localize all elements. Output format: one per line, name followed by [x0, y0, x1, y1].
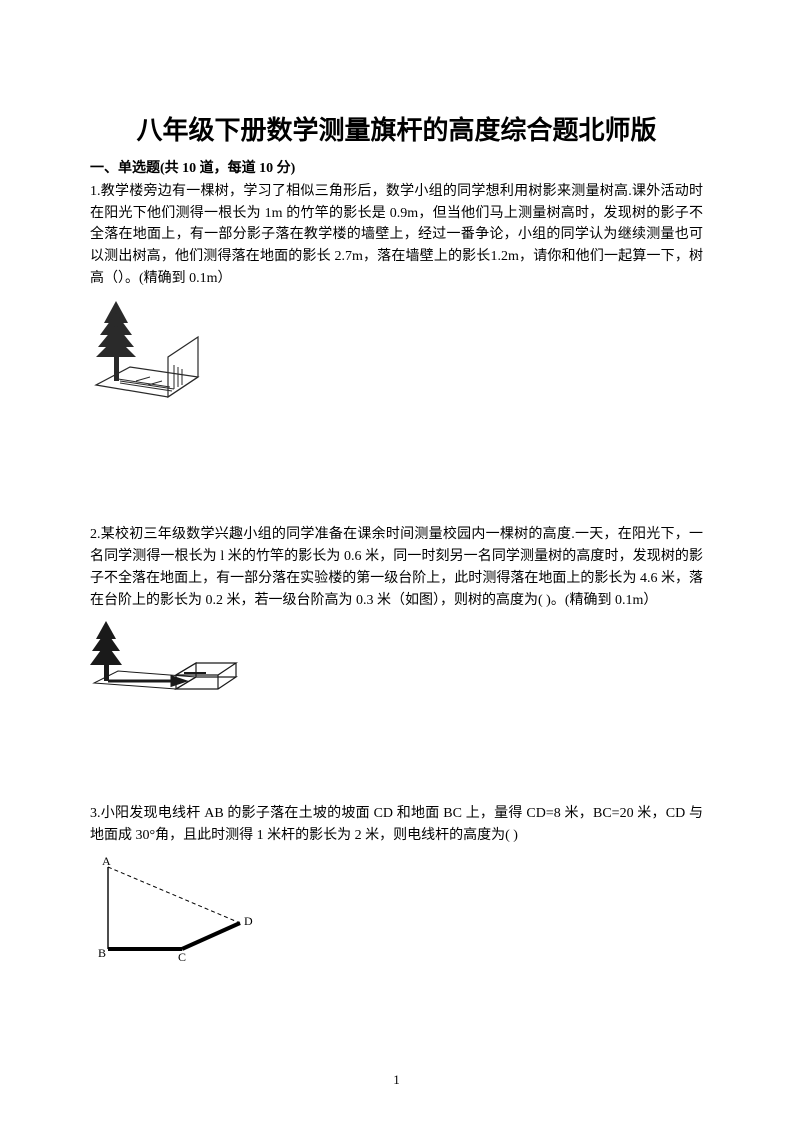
label-c: C: [178, 950, 186, 963]
tree-step-icon: [90, 617, 240, 693]
spacer: [90, 708, 703, 803]
question-1: 1.教学楼旁边有一棵树，学习了相似三角形后，数学小组的同学想利用树影来测量树高.…: [90, 181, 703, 289]
question-2: 2.某校初三年级数学兴趣小组的同学准备在课余时间测量校园内一棵树的高度.一天，在…: [90, 524, 703, 611]
question-3: 3.小阳发现电线杆 AB 的影子落在土坡的坡面 CD 和地面 BC 上，量得 C…: [90, 803, 703, 846]
page-number: 1: [0, 1072, 793, 1088]
label-d: D: [244, 914, 253, 928]
spacer: [90, 414, 703, 524]
figure-3: A B C D: [90, 853, 703, 968]
section-header: 一、单选题(共 10 道，每道 10 分): [90, 157, 703, 177]
label-b: B: [98, 946, 106, 960]
page-title: 八年级下册数学测量旗杆的高度综合题北师版: [90, 110, 703, 147]
tree-wall-icon: [90, 295, 214, 399]
figure-2: [90, 617, 703, 698]
figure-1: [90, 295, 703, 404]
label-a: A: [102, 854, 111, 868]
pole-slope-icon: A B C D: [90, 853, 260, 963]
